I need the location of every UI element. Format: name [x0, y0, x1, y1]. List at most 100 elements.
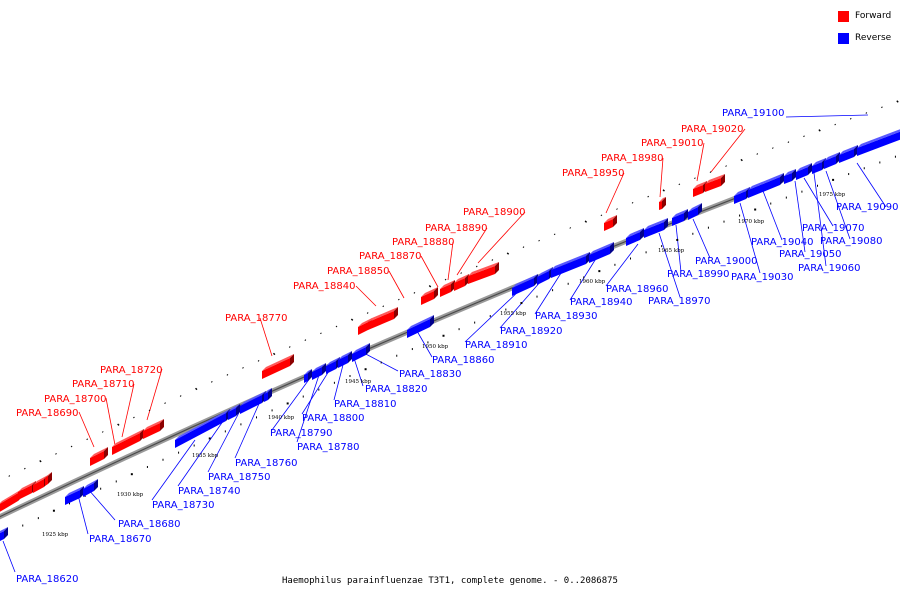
label-leader [856, 162, 887, 208]
label-leader [271, 373, 314, 431]
label-leader [534, 269, 564, 315]
reverse-gene-block [338, 351, 352, 368]
scale-ticks [6, 100, 899, 534]
gene-label: PARA_18910 [465, 340, 527, 351]
gene-label: PARA_18770 [225, 313, 287, 324]
gene-label: PARA_19060 [798, 263, 860, 274]
reverse-gene-block [312, 363, 326, 380]
reverse-gene-block [407, 315, 434, 338]
forward-gene-block [705, 174, 725, 192]
forward-swatch [838, 10, 849, 22]
gene-label: PARA_18760 [235, 458, 297, 469]
reverse-gene-block [0, 527, 8, 541]
gene-label: PARA_19070 [802, 223, 864, 234]
label-leader [803, 177, 834, 227]
label-leader [710, 128, 746, 173]
reverse-gene-block [748, 173, 784, 198]
scale-label: 1940 kbp [268, 415, 295, 421]
label-leader [259, 317, 273, 357]
map-caption: Haemophilus parainfluenzae T3T1, complet… [282, 576, 618, 586]
forward-gene-block [143, 419, 164, 439]
legend-forward: Forward [838, 9, 891, 23]
reverse-gene-block [672, 209, 688, 226]
label-leader [675, 224, 682, 273]
gene-label: PARA_18700 [44, 394, 106, 405]
label-leaders [2, 114, 887, 573]
gene-features [0, 129, 900, 541]
forward-gene-block [421, 287, 438, 305]
scale-label: 1950 kbp [422, 344, 449, 350]
legend-reverse: Reverse [838, 31, 891, 45]
reverse-gene-block [796, 163, 812, 180]
gene-label: PARA_18980 [601, 153, 663, 164]
label-leader [146, 368, 163, 421]
forward-gene-block [693, 181, 707, 197]
gene-label: PARA_19000 [695, 256, 757, 267]
label-leader [605, 172, 625, 214]
gene-label: PARA_18740 [178, 486, 240, 497]
forward-gene-block [659, 197, 666, 210]
gene-label: PARA_18730 [152, 500, 214, 511]
label-leader [739, 202, 761, 274]
reverse-gene-block [688, 203, 702, 220]
label-leader [361, 351, 399, 372]
label-leader [447, 241, 454, 281]
forward-gene-block [440, 280, 455, 297]
label-leader [456, 227, 488, 276]
reverse-gene-block [824, 152, 840, 169]
label-leader [388, 270, 405, 299]
gene-label: PARA_18890 [425, 223, 487, 234]
reverse-gene-block [551, 252, 590, 278]
forward-gene-block [262, 354, 294, 379]
scale-label: 1960 kbp [579, 279, 606, 285]
scale-label: 1955 kbp [500, 311, 527, 317]
label-leader [825, 170, 851, 240]
reverse-gene-block [352, 343, 370, 362]
gene-label: PARA_18840 [293, 281, 355, 292]
forward-gene-block [90, 447, 108, 466]
label-leader [785, 114, 869, 118]
gene-label: PARA_18620 [16, 574, 78, 585]
label-leader [87, 488, 116, 521]
gene-label: PARA_18810 [334, 399, 396, 410]
label-leader [692, 218, 711, 259]
reverse-gene-block [512, 274, 538, 296]
legend-forward-label: Forward [855, 11, 892, 21]
reverse-gene-block [784, 169, 796, 184]
scale-label: 1945 kbp [345, 379, 372, 385]
label-leader [151, 439, 196, 501]
gene-label: PARA_18830 [399, 369, 461, 380]
label-leader [794, 180, 806, 253]
gene-label: PARA_18940 [570, 297, 632, 308]
gene-label: PARA_18720 [100, 365, 162, 376]
label-leader [659, 157, 664, 198]
forward-gene-block [45, 472, 52, 486]
legend-reverse-label: Reverse [855, 33, 892, 43]
gene-label: PARA_18780 [297, 442, 359, 453]
label-leader [416, 330, 433, 358]
gene-label: PARA_18680 [118, 519, 180, 530]
reverse-gene-block [264, 388, 272, 402]
reverse-gene-block [228, 404, 240, 420]
label-leader [355, 285, 377, 307]
genome-backbone [0, 133, 900, 520]
gene-label: PARA_18800 [302, 413, 364, 424]
gene-label: PARA_19010 [641, 138, 703, 149]
label-leader [696, 142, 705, 182]
gene-label: PARA_18930 [535, 311, 597, 322]
reverse-gene-block [839, 145, 858, 163]
forward-gene-block [454, 274, 469, 291]
label-leader [234, 396, 263, 459]
label-leader [105, 397, 116, 446]
reverse-gene-block [812, 158, 826, 174]
gene-label: PARA_19030 [731, 272, 793, 283]
gene-label: PARA_19020 [681, 124, 743, 135]
gene-label: PARA_18960 [606, 284, 668, 295]
gene-label: PARA_18670 [89, 534, 151, 545]
gene-label: PARA_18970 [648, 296, 710, 307]
gene-label: PARA_18950 [562, 168, 624, 179]
reverse-gene-block [65, 486, 84, 505]
gene-label: PARA_18990 [667, 269, 729, 280]
label-leader [658, 232, 681, 298]
